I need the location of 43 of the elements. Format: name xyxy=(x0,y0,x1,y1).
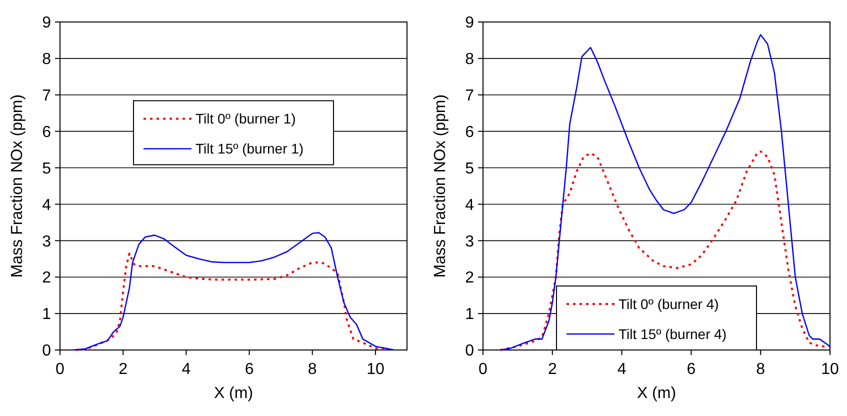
y-tick-label: 5 xyxy=(42,160,52,178)
y-tick-label: 2 xyxy=(465,270,474,287)
y-tick-label: 3 xyxy=(465,233,474,250)
x-axis-title: X (m) xyxy=(636,385,676,402)
y-tick-label: 8 xyxy=(465,51,474,68)
y-tick-label: 0 xyxy=(42,342,52,360)
y-tick-label: 2 xyxy=(42,270,52,287)
x-tick-label: 8 xyxy=(308,361,317,378)
x-tick-label: 2 xyxy=(548,361,557,378)
legend-label: Tilt 15º (burner 1) xyxy=(196,140,304,157)
y-tick-label: 0 xyxy=(465,342,474,360)
x-tick-label: 10 xyxy=(821,361,839,378)
x-tick-label: 2 xyxy=(118,361,128,378)
x-tick-label: 4 xyxy=(182,361,191,378)
y-tick-label: 4 xyxy=(42,196,52,214)
x-tick-label: 0 xyxy=(56,361,65,378)
y-tick-label: 1 xyxy=(42,306,52,324)
y-tick-label: 6 xyxy=(42,124,52,141)
y-axis-title: Mass Fraction NOx (ppm) xyxy=(9,94,26,278)
y-tick-label: 3 xyxy=(42,233,52,250)
y-tick-label: 8 xyxy=(42,51,52,68)
x-tick-label: 6 xyxy=(686,361,696,378)
legend-label: Tilt 0º (burner 4) xyxy=(618,296,719,312)
y-tick-label: 6 xyxy=(465,124,474,141)
y-tick-label: 9 xyxy=(465,14,474,32)
y-tick-label: 5 xyxy=(465,160,474,178)
x-axis-title: X (m) xyxy=(214,385,254,402)
y-tick-label: 7 xyxy=(465,87,474,104)
y-tick-label: 9 xyxy=(42,14,52,32)
x-tick-label: 8 xyxy=(756,361,766,378)
legend-label: Tilt 0º (burner 1) xyxy=(196,110,296,127)
legend-label: Tilt 15º (burner 4) xyxy=(618,326,727,342)
x-tick-label: 0 xyxy=(478,361,488,378)
y-tick-label: 1 xyxy=(465,306,474,324)
y-tick-label: 7 xyxy=(42,87,52,104)
y-axis-title: Mass Fraction NOx (ppm) xyxy=(432,94,449,278)
line-series xyxy=(72,232,396,351)
line-series xyxy=(499,150,831,351)
line-series xyxy=(500,34,831,351)
x-tick-label: 10 xyxy=(366,361,384,378)
y-tick-label: 4 xyxy=(465,196,474,214)
x-tick-label: 4 xyxy=(617,361,626,378)
x-tick-label: 6 xyxy=(244,361,254,378)
